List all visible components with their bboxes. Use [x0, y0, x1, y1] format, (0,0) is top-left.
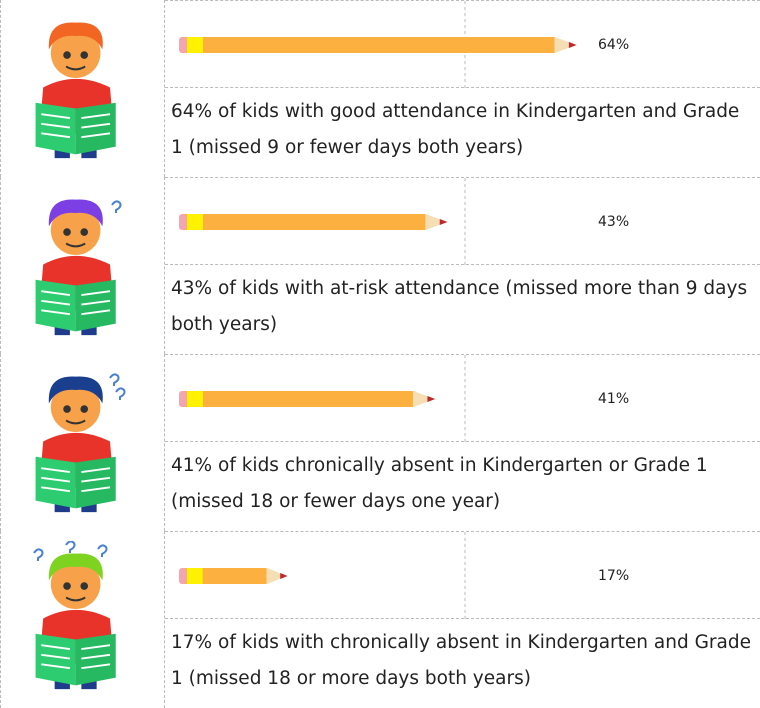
pencil	[179, 568, 288, 584]
pencil-eraser	[179, 214, 187, 230]
value-label: 41%	[598, 391, 629, 407]
value-label: 17%	[598, 568, 629, 584]
pencil-lead	[427, 396, 435, 402]
pencil-area: 64%	[165, 1, 760, 89]
pencil	[179, 37, 577, 53]
kid-picture	[26, 364, 131, 519]
pencil-eraser	[179, 37, 187, 53]
pencil-cell: 43%	[165, 177, 760, 265]
kid-picture	[26, 187, 131, 342]
value-label: 43%	[598, 214, 629, 230]
pencil-area: 41%	[165, 355, 760, 443]
pencil-body	[183, 391, 413, 407]
pencil-lead	[569, 42, 577, 48]
kid-icon	[0, 0, 165, 177]
description: 41% of kids chronically absent in Kinder…	[165, 442, 757, 531]
pencil-ferrule	[187, 214, 203, 230]
value-label: 64%	[598, 37, 629, 53]
pencil-eraser	[179, 568, 187, 584]
pencil	[179, 214, 447, 230]
row: 64% 64% of kids with good attendance in …	[0, 0, 760, 177]
pencil-cell: 41%	[165, 354, 760, 442]
row: 17% 17% of kids with chronically absent …	[0, 531, 760, 708]
kid-icon	[0, 177, 165, 354]
kid-icon	[0, 531, 165, 708]
pencil-ferrule	[187, 568, 203, 584]
pencil-body	[183, 214, 425, 230]
description: 17% of kids with chronically absent in K…	[165, 619, 757, 708]
pencil-eraser	[179, 391, 187, 407]
kid-icon	[0, 354, 165, 531]
pencil-body	[183, 37, 555, 53]
row: 41% 41% of kids chronically absent in Ki…	[0, 354, 760, 531]
pencil-cell: 64%	[165, 0, 760, 88]
pencil-lead	[440, 219, 448, 225]
pencil-area: 17%	[165, 532, 760, 620]
description: 64% of kids with good attendance in Kind…	[165, 88, 757, 177]
description: 43% of kids with at-risk attendance (mis…	[165, 265, 757, 354]
pencil-cell: 17%	[165, 531, 760, 619]
kid-picture	[26, 10, 131, 165]
pencil-area: 43%	[165, 178, 760, 266]
pencil-lead	[280, 573, 287, 579]
kid-picture	[26, 541, 131, 696]
infographic: 64% 64% of kids with good attendance in …	[0, 0, 760, 708]
pencil-ferrule	[187, 391, 203, 407]
row: 43% 43% of kids with at-risk attendance …	[0, 177, 760, 354]
pencil	[179, 391, 435, 407]
pencil-ferrule	[187, 37, 203, 53]
